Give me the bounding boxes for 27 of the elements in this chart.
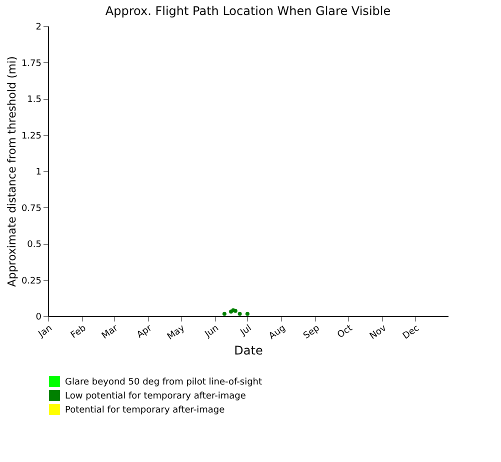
y-tick-label: 2	[36, 22, 42, 32]
x-tick-label: Jul	[238, 324, 254, 338]
y-tick-label: 0.5	[27, 240, 42, 250]
x-tick-label: Sep	[302, 323, 322, 342]
y-tick-label: 1.75	[21, 58, 42, 69]
x-tick-label: May	[166, 323, 188, 342]
x-tick-label: Feb	[69, 323, 88, 341]
x-tick-label: Dec	[401, 323, 422, 342]
x-tick-label: Oct	[336, 323, 355, 341]
y-axis-title: Approximate distance from threshold (mi)	[5, 56, 18, 287]
x-axis-title: Date	[234, 344, 263, 358]
legend-label: Low potential for temporary after-image	[65, 392, 246, 402]
y-tick-label: 1.25	[21, 131, 42, 142]
x-tick-label: Jun	[202, 324, 221, 340]
x-tick-label: Nov	[368, 323, 390, 342]
y-tick-label: 0.75	[21, 204, 42, 214]
x-tick-label: Apr	[135, 323, 154, 341]
legend-label: Glare beyond 50 deg from pilot line-of-sight	[65, 378, 262, 388]
y-tick-label: 0	[36, 312, 42, 322]
legend-label: Potential for temporary after-image	[65, 406, 226, 416]
y-tick-label: 1	[36, 168, 42, 178]
y-tick-label: 0.25	[21, 276, 42, 286]
x-tick-label: Aug	[268, 324, 288, 342]
chart-title: Approx. Flight Path Location When Glare Visible	[105, 4, 391, 18]
x-tick-label: Jan	[36, 324, 54, 340]
x-tick-label: Mar	[100, 323, 120, 342]
y-tick-label: 1.5	[27, 95, 42, 105]
